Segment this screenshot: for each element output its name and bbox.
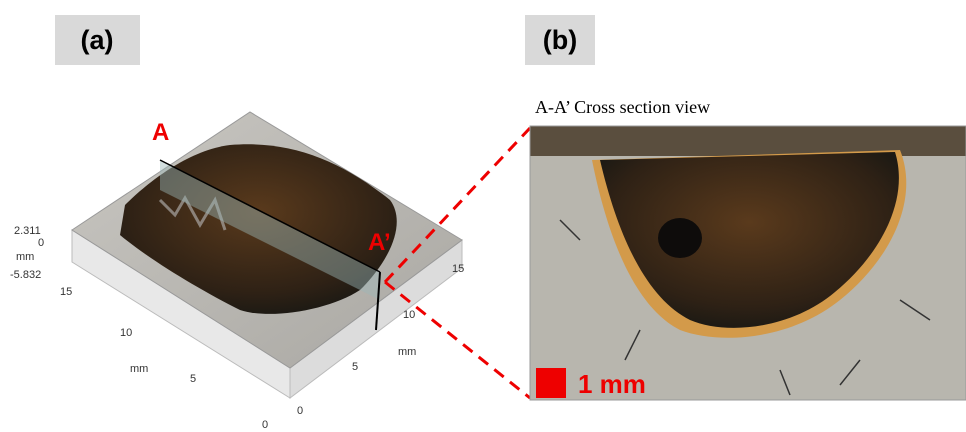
axis-tick-label: 5 <box>190 373 196 385</box>
cross-section-photo <box>530 126 966 400</box>
z-axis-label: 2.311 <box>14 225 41 237</box>
section-marker: A’ <box>368 229 391 256</box>
axis-tick-label: 10 <box>120 327 132 339</box>
caption: A-A’ Cross section view <box>535 97 710 117</box>
section-marker: A <box>152 119 169 146</box>
axis-unit: mm <box>398 346 416 358</box>
axis-unit: mm <box>130 363 148 375</box>
figure: (a) (b) A A’ 2.311 0 mm -5.832 15 10 mm … <box>0 0 966 432</box>
axis-tick-label: 10 <box>403 309 415 321</box>
axis-tick-label: 0 <box>297 405 303 417</box>
panel-label: (a) <box>81 25 114 55</box>
scale-bar <box>536 368 566 398</box>
z-axis-label: -5.832 <box>10 269 41 281</box>
z-axis-unit: mm <box>16 251 34 263</box>
scale-bar-label: 1 mm <box>578 369 646 399</box>
axis-tick-label: 15 <box>60 286 72 298</box>
zoom-line <box>385 282 530 398</box>
panel-label: (b) <box>543 25 577 55</box>
axis-tick-label: 0 <box>262 419 268 431</box>
z-axis-label: 0 <box>38 237 44 249</box>
axis-tick-label: 15 <box>452 263 464 275</box>
axis-tick-label: 5 <box>352 361 358 373</box>
